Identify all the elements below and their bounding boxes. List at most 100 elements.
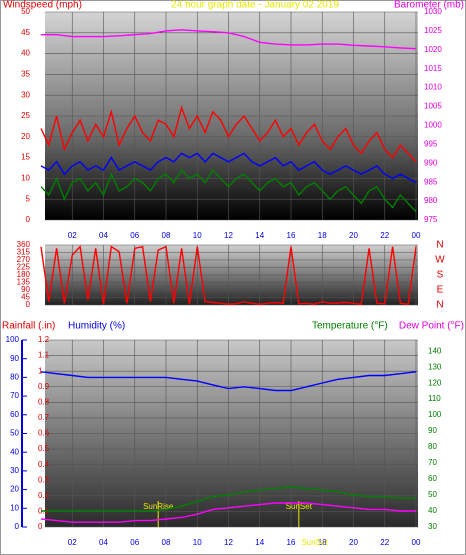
annotation: SunRise [143,502,174,511]
y2ticks-label: 50 [428,490,437,499]
y2ticks-label: 975 [424,215,438,224]
rain-axis-title: Rainfall (.in) [2,321,55,332]
yticks-label: 315 [17,248,31,257]
y2ticks-label: 980 [424,196,438,205]
yticks-label: 1.2 [38,335,50,344]
x-tick-label: 22 [380,538,389,547]
y2ticks-label: E [437,285,444,296]
x-tick-label: 18 [318,231,327,240]
yticks-label: 135 [17,278,31,287]
yticks-label: 270 [17,255,31,264]
x-tick-label: 12 [224,538,233,547]
series-line [41,29,417,50]
chart-title: 24 hour graph date - January 02 2019 [171,0,339,11]
series-line [40,371,417,392]
y2ticks-label: 1020 [424,45,442,54]
x-tick-label: 14 [255,231,264,240]
x-tick-label: 20 [349,231,358,240]
yticks-label: 5 [26,194,31,203]
series-line [40,152,417,184]
x-tick-label: 04 [99,538,108,547]
yticks-label: 30 [21,90,30,99]
yticks-label: 360 [17,240,31,249]
x-tick-label: 06 [130,231,139,240]
yticks-label: 0 [26,215,31,224]
humidity_ticks-label: 50 [10,429,19,438]
y2ticks-label: 1025 [424,26,442,35]
x-tick-label: 22 [380,231,389,240]
yticks-label: 50 [21,7,30,16]
y2ticks-label: 1010 [424,83,442,92]
y-axis-title: Windspeed (mph) [3,0,82,11]
humidity-axis-title: Humidity (%) [68,321,125,332]
x-tick-label: 00 [412,538,421,547]
y2-axis-title: Barometer (mb) [394,0,464,11]
yticks-label: 0.9 [38,382,50,391]
x-tick-label: 06 [130,538,139,547]
series-line [40,105,417,163]
y2ticks-label: 60 [428,474,437,483]
y2ticks-label: 40 [428,506,437,515]
yticks-label: 225 [17,263,31,272]
yticks-label: 0.3 [38,475,50,484]
yticks-label: 0 [26,300,31,309]
y2ticks-label: N [436,240,443,251]
x-tick-label: 16 [287,231,296,240]
yticks-label: 1 [38,366,43,375]
humidity_ticks-label: 80 [10,373,19,382]
y2ticks-label: 990 [424,158,438,167]
y2ticks-label: S [437,270,444,281]
x-tick-label: 12 [224,231,233,240]
series-line [40,502,416,523]
axis-annotation: SunSet [301,538,328,547]
yticks-label: 35 [21,70,30,79]
y2ticks-label: 100 [428,410,442,419]
yticks-label: 0.7 [38,413,50,422]
y2ticks-label: 30 [428,522,437,531]
x-tick-label: 14 [255,538,264,547]
x-tick-label: 00 [412,231,421,240]
annotation: SunSet [286,502,313,511]
yticks-label: 1.1 [38,351,50,360]
yticks-label: 15 [21,153,30,162]
series-line [41,486,416,512]
humidity_ticks-label: 20 [10,485,19,494]
y2ticks-label: 80 [428,442,437,451]
humidity_ticks-label: 60 [10,410,19,419]
y2ticks-label: N [436,300,443,311]
yticks-label: 90 [21,285,30,294]
x-tick-label: 02 [68,538,77,547]
x-tick-label: 16 [287,538,296,547]
yticks-label: 45 [21,28,30,37]
y2ticks-label: W [435,255,445,266]
y2ticks-label: 1030 [424,7,442,16]
x-tick-label: 10 [193,231,202,240]
y2ticks-label: 995 [424,139,438,148]
y2ticks-label: 120 [428,378,442,387]
yticks-label: 10 [21,174,30,183]
temperature-axis-title: Temperature (°F) [312,321,388,332]
y2ticks-label: 1000 [424,121,442,130]
humidity_ticks-label: 70 [10,391,19,400]
x-tick-label: 08 [162,231,171,240]
x-tick-label: 10 [193,538,202,547]
yticks-label: 0.4 [38,460,50,469]
x-tick-label: 20 [349,538,358,547]
humidity_ticks-label: 90 [10,354,19,363]
yticks-label: 0.2 [38,491,50,500]
x-tick-label: 18 [318,538,327,547]
y2ticks-label: 985 [424,177,438,186]
humidity_ticks-label: 100 [6,335,20,344]
y2ticks-label: 70 [428,458,437,467]
y2ticks-label: 130 [428,362,442,371]
yticks-label: 20 [21,132,30,141]
yticks-label: 0.8 [38,397,50,406]
yticks-label: 0.6 [38,429,50,438]
yticks-label: 0 [38,522,43,531]
yticks-label: 45 [21,293,30,302]
yticks-label: 180 [17,270,31,279]
y2ticks-label: 110 [428,394,441,403]
y2ticks-label: 1005 [424,102,442,111]
humidity_ticks-label: 30 [10,466,19,475]
